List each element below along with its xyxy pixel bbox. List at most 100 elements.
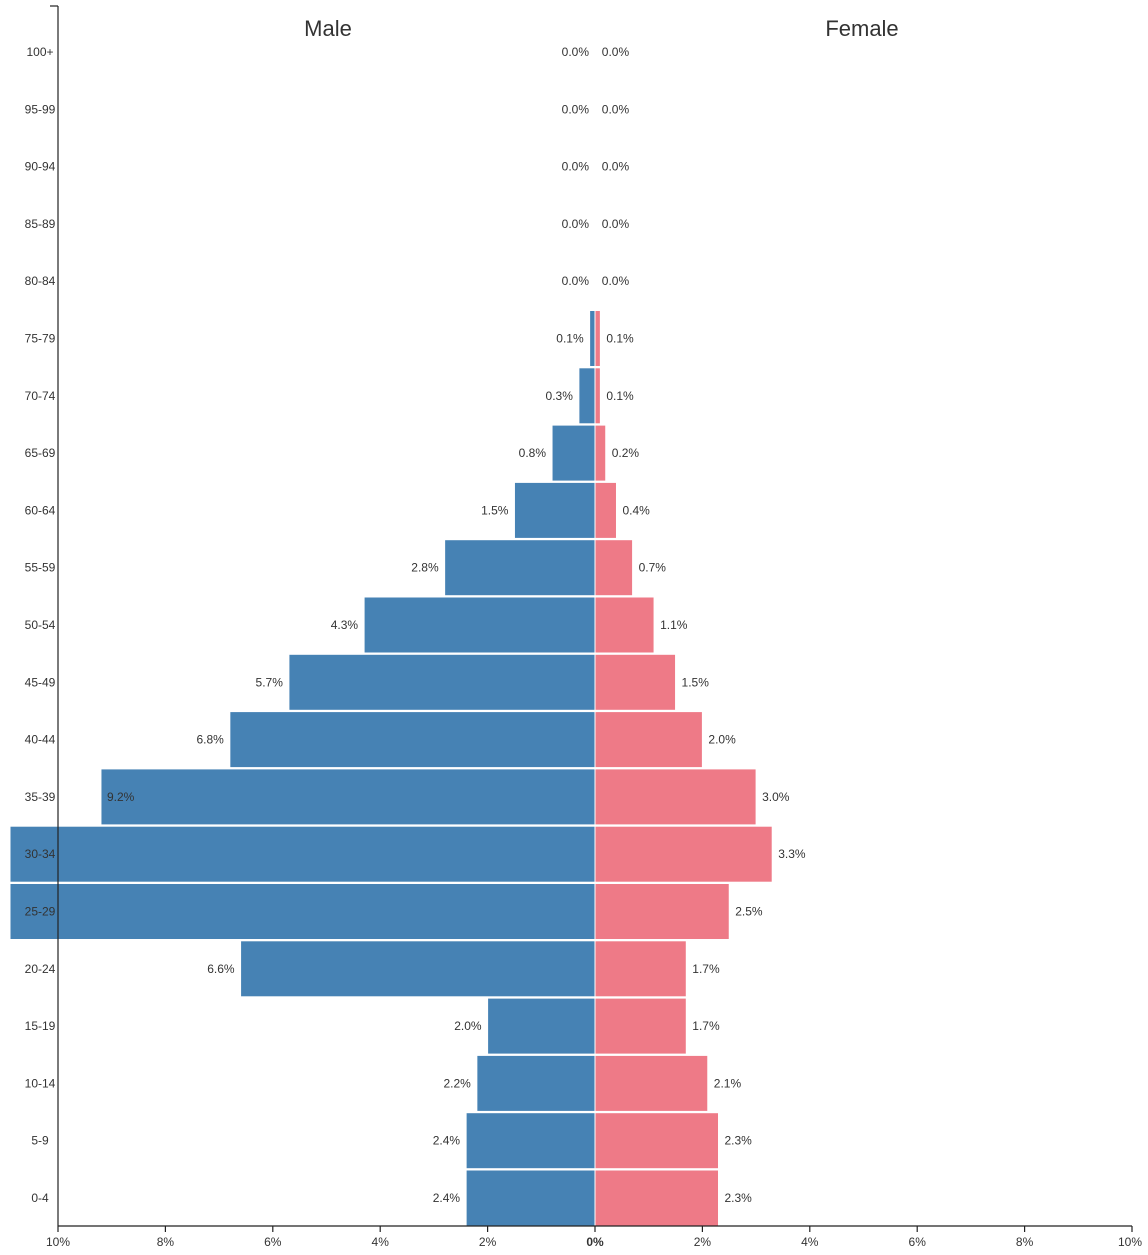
female-side-title: Female (825, 16, 898, 41)
female-value-label-60-64: 0.4% (622, 503, 650, 517)
female-value-label-90-94: 0.0% (602, 160, 630, 174)
age-group-label-100plus: 100+ (26, 45, 53, 59)
female-value-label-70-74: 0.1% (606, 389, 634, 403)
male-bars (9, 23, 596, 1227)
female-value-label-5-9: 2.3% (725, 1134, 753, 1148)
male-value-label-10-14: 2.2% (444, 1076, 472, 1090)
age-group-label-80-84: 80-84 (25, 274, 56, 288)
male-value-label-75-79: 0.1% (556, 332, 584, 346)
female-bar-0-4 (594, 1169, 720, 1227)
male-value-label-20-24: 6.6% (207, 962, 235, 976)
age-group-label-10-14: 10-14 (25, 1076, 56, 1090)
male-bar-45-49 (288, 653, 596, 711)
female-bar-10-14 (594, 1054, 709, 1112)
male-value-label-80-84: 0.0% (562, 274, 590, 288)
age-group-label-90-94: 90-94 (25, 160, 56, 174)
age-group-label-85-89: 85-89 (25, 217, 56, 231)
female-bar-65-69 (594, 424, 607, 482)
female-bar-35-39 (594, 768, 757, 826)
male-value-label-85-89: 0.0% (562, 217, 590, 231)
male-bar-0-4 (465, 1169, 596, 1227)
female-value-label-20-24: 1.7% (692, 962, 720, 976)
age-group-label-45-49: 45-49 (25, 675, 56, 689)
female-bar-95-99 (594, 80, 597, 138)
value-labels: 2.4% 2.3% 2.4% 2.3% 2.2% 2.1% 2.0% 1.7% 6.6% 1.7%… (107, 45, 806, 1205)
x-axis-tick-label: 6% (264, 1235, 282, 1249)
age-group-label-70-74: 70-74 (25, 389, 56, 403)
female-value-label-15-19: 1.7% (692, 1019, 720, 1033)
female-bar-30-34 (594, 825, 773, 883)
female-bar-50-54 (594, 596, 655, 654)
x-axis-tick-label: 0% (586, 1235, 604, 1249)
male-value-label-100plus: 0.0% (562, 45, 590, 59)
male-value-label-60-64: 1.5% (481, 503, 509, 517)
male-value-label-50-54: 4.3% (331, 618, 359, 632)
female-bar-90-94 (594, 138, 597, 196)
female-value-label-95-99: 0.0% (602, 102, 630, 116)
female-value-label-40-44: 2.0% (708, 733, 736, 747)
x-axis: 10% 8% 6% 4% 2% 0% 2% 4% 6% 8% 10% (46, 1225, 1142, 1249)
age-group-label-5-9: 5-9 (31, 1134, 49, 1148)
age-group-label-15-19: 15-19 (25, 1019, 56, 1033)
female-value-label-50-54: 1.1% (660, 618, 688, 632)
female-bar-85-89 (594, 195, 597, 253)
x-axis-tick-label: 2% (479, 1235, 497, 1249)
age-group-label-20-24: 20-24 (25, 962, 56, 976)
male-bar-60-64 (513, 481, 596, 539)
male-bar-50-54 (363, 596, 596, 654)
female-bar-15-19 (594, 997, 687, 1055)
female-value-label-25-29: 2.5% (735, 905, 763, 919)
age-group-label-50-54: 50-54 (25, 618, 56, 632)
x-axis-tick-label: 8% (157, 1235, 175, 1249)
y-axis: 0-4 5-9 10-14 15-19 20-24 25-29 30-34 35-39 40-4… (25, 5, 59, 1226)
age-group-label-55-59: 55-59 (25, 561, 56, 575)
female-bar-60-64 (594, 481, 617, 539)
female-bar-20-24 (594, 940, 687, 998)
male-value-label-40-44: 6.8% (196, 733, 224, 747)
male-bar-75-79 (589, 310, 596, 367)
age-group-label-60-64: 60-64 (25, 503, 56, 517)
male-value-label-45-49: 5.7% (256, 675, 284, 689)
female-value-label-80-84: 0.0% (602, 274, 630, 288)
female-bar-40-44 (594, 711, 703, 769)
female-value-label-35-39: 3.0% (762, 790, 790, 804)
age-group-label-75-79: 75-79 (25, 332, 56, 346)
female-value-label-55-59: 0.7% (639, 561, 667, 575)
male-value-label-5-9: 2.4% (433, 1134, 461, 1148)
female-bar-100plus (594, 23, 597, 81)
male-value-label-15-19: 2.0% (454, 1019, 482, 1033)
x-axis-tick-label: 8% (1016, 1235, 1034, 1249)
female-value-label-0-4: 2.3% (725, 1191, 753, 1205)
x-axis-tick-label: 2% (694, 1235, 712, 1249)
x-axis-tick-label: 4% (372, 1235, 390, 1249)
female-bar-80-84 (594, 252, 597, 310)
female-value-label-85-89: 0.0% (602, 217, 630, 231)
male-bar-65-69 (551, 424, 596, 482)
male-bar-30-34 (9, 825, 596, 883)
male-bar-5-9 (465, 1112, 596, 1170)
male-value-label-55-59: 2.8% (411, 561, 439, 575)
female-value-label-30-34: 3.3% (778, 847, 806, 861)
x-axis-tick-label: 6% (909, 1235, 927, 1249)
male-bar-10-14 (476, 1054, 596, 1112)
x-axis-tick-label: 10% (46, 1235, 70, 1249)
female-bar-75-79 (594, 310, 601, 367)
male-side-title: Male (304, 16, 352, 41)
male-value-label-95-99: 0.0% (562, 102, 590, 116)
male-value-label-65-69: 0.8% (519, 446, 547, 460)
male-bar-40-44 (229, 711, 596, 769)
male-bar-20-24 (240, 940, 596, 998)
female-value-label-45-49: 1.5% (682, 675, 710, 689)
male-value-label-90-94: 0.0% (562, 160, 590, 174)
male-bar-15-19 (487, 997, 596, 1055)
female-value-label-10-14: 2.1% (714, 1076, 742, 1090)
female-bar-25-29 (594, 883, 730, 940)
male-bar-55-59 (444, 539, 596, 597)
age-group-label-0-4: 0-4 (31, 1191, 49, 1205)
age-group-label-65-69: 65-69 (25, 446, 56, 460)
age-group-label-25-29: 25-29 (25, 905, 56, 919)
female-bars (594, 23, 773, 1227)
female-bar-55-59 (594, 539, 634, 597)
age-group-label-30-34: 30-34 (25, 847, 56, 861)
